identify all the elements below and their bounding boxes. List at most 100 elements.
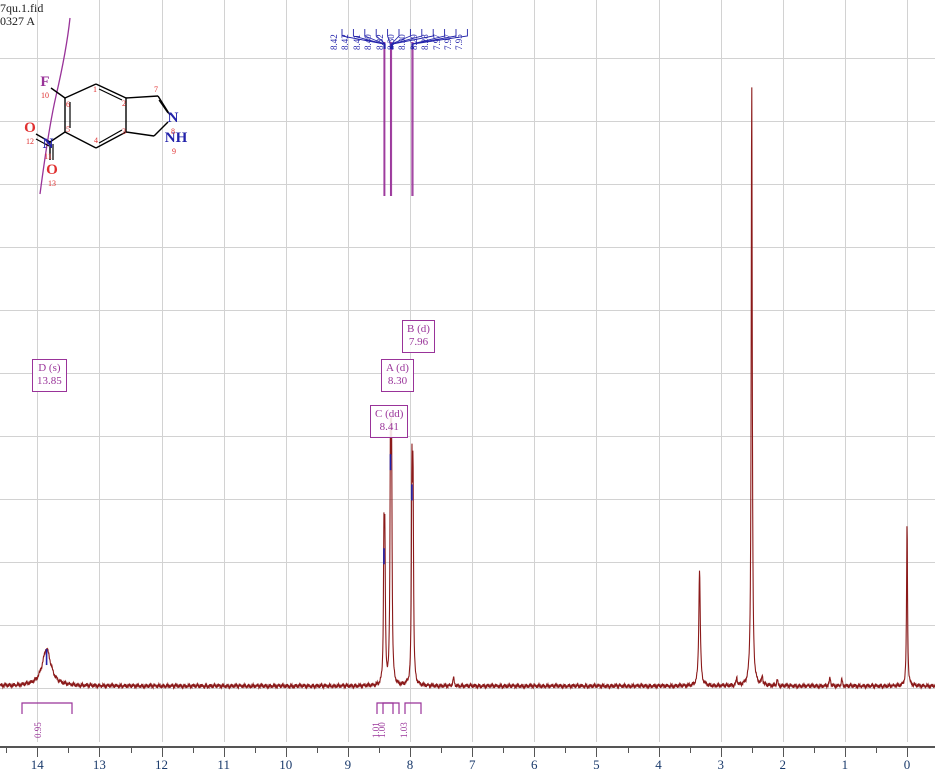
svg-text:6: 6 — [66, 100, 70, 109]
axis-tick-major — [99, 748, 101, 757]
axis-tick-major — [472, 748, 474, 757]
axis-tick-minor — [565, 748, 567, 753]
spectrum-plot-area[interactable]: F N NH N O O 1 2 3 4 5 6 7 8 9 1 — [0, 0, 935, 742]
filename-line-2: 0327 A — [0, 15, 36, 28]
multiplet-D-title: D (s) — [38, 362, 61, 374]
axis-tick-label: 2 — [779, 757, 787, 772]
multiplet-A-shift: 8.30 — [387, 375, 408, 387]
integral-curve — [39, 17, 71, 195]
grid-line-horizontal — [0, 121, 935, 122]
peak-leader-line — [352, 29, 385, 49]
grid-line-horizontal — [0, 58, 935, 59]
grid-line-horizontal — [0, 499, 935, 500]
axis-tick-label: 14 — [30, 757, 44, 772]
filename-line-1: 7qu.1.fid — [0, 2, 44, 15]
multiplet-B-shift: 7.96 — [408, 336, 429, 348]
multiplet-box-B[interactable]: B (d) 7.96 — [402, 320, 435, 353]
grid-line-vertical — [223, 0, 225, 742]
integration-value: 1.00 — [377, 722, 388, 738]
axis-tick-minor — [6, 748, 8, 753]
svg-text:9: 9 — [172, 147, 176, 156]
svg-text:2: 2 — [122, 99, 126, 108]
axis-tick-major — [782, 748, 784, 757]
grid-line-vertical — [161, 0, 163, 742]
axis-tick-label: 10 — [279, 757, 293, 772]
svg-text:O: O — [24, 120, 36, 136]
grid-line-vertical — [907, 0, 908, 742]
grid-line-vertical — [285, 0, 287, 742]
multiplet-A-title: A (d) — [386, 362, 409, 374]
axis-tick-minor — [130, 748, 132, 753]
axis-tick-label: 4 — [655, 757, 662, 772]
svg-text:N: N — [43, 136, 54, 152]
svg-text:O: O — [46, 162, 58, 178]
svg-text:11: 11 — [44, 152, 52, 161]
integration-bracket — [382, 702, 400, 714]
spectrum-trace — [0, 42, 935, 691]
axis-tick-minor — [68, 748, 70, 753]
axis-tick-minor — [876, 748, 877, 753]
axis-tick-major — [223, 748, 225, 757]
axis-tick-minor — [316, 748, 318, 753]
axis-tick-label: 7 — [468, 757, 476, 772]
chemical-structure-diagram: F N NH N O O 1 2 3 4 5 6 7 8 9 1 — [18, 62, 203, 202]
svg-text:10: 10 — [41, 91, 49, 100]
axis-tick-label: 9 — [344, 757, 352, 772]
axis-tick-minor — [192, 748, 194, 753]
peak-leader-line — [364, 29, 386, 49]
axis-tick-minor — [689, 748, 691, 753]
svg-text:1: 1 — [93, 85, 97, 94]
grid-line-horizontal — [0, 247, 935, 248]
axis-tick-major — [658, 748, 660, 757]
svg-text:13: 13 — [48, 179, 56, 188]
grid-line-vertical — [347, 0, 349, 742]
integration-value: 0.95 — [32, 722, 43, 738]
grid-line-horizontal — [0, 310, 935, 311]
grid-line-horizontal — [0, 373, 935, 374]
axis-tick-label: 13 — [92, 757, 106, 772]
axis-tick-label: 0 — [903, 757, 911, 772]
peak-leader-lines — [341, 29, 468, 49]
grid-line-vertical — [782, 0, 784, 742]
grid-line-horizontal — [0, 436, 935, 437]
axis-tick-major — [161, 748, 163, 757]
axis-tick-minor — [751, 748, 753, 753]
multiplet-box-C[interactable]: C (dd) 8.41 — [370, 405, 409, 438]
axis-tick-label: 5 — [593, 757, 600, 772]
svg-text:N: N — [168, 110, 179, 126]
multiplet-B-title: B (d) — [407, 323, 430, 335]
svg-text:5: 5 — [66, 125, 70, 134]
axis-tick-minor — [254, 748, 256, 753]
axis-tick-minor — [503, 748, 505, 753]
spectrum-curve — [0, 87, 935, 691]
multiplet-box-D[interactable]: D (s) 13.85 — [32, 359, 67, 392]
peak-leader-line — [412, 29, 468, 49]
integration-bracket — [20, 702, 73, 714]
axis-tick-minor — [627, 748, 629, 753]
multiplet-C-shift: 8.41 — [379, 421, 399, 433]
peak-leader-line — [390, 29, 411, 49]
axis-tick-major — [410, 748, 411, 757]
svg-text:3: 3 — [122, 127, 126, 136]
svg-text:7: 7 — [154, 85, 158, 94]
axis-line — [0, 746, 935, 748]
axis-tick-label: 11 — [217, 757, 230, 772]
axis-tick-label: 12 — [155, 757, 168, 772]
axis-tick-major — [596, 748, 598, 757]
peak-leader-line — [391, 29, 423, 49]
multiplet-box-A[interactable]: A (d) 8.30 — [381, 359, 414, 392]
grid-line-vertical — [534, 0, 536, 742]
svg-text:4: 4 — [94, 136, 98, 145]
peak-leader-line — [375, 29, 386, 49]
axis-tick-major — [285, 748, 287, 757]
svg-text:NH: NH — [165, 130, 188, 146]
axis-tick-label: 3 — [717, 757, 724, 772]
axis-tick-label: 8 — [406, 757, 414, 772]
grid-line-vertical — [472, 0, 474, 742]
peak-leader-line — [392, 29, 434, 49]
grid-line-vertical — [658, 0, 660, 742]
grid-line-horizontal — [0, 688, 935, 689]
grid-line-horizontal — [0, 625, 935, 626]
grid-line-vertical — [844, 0, 846, 742]
